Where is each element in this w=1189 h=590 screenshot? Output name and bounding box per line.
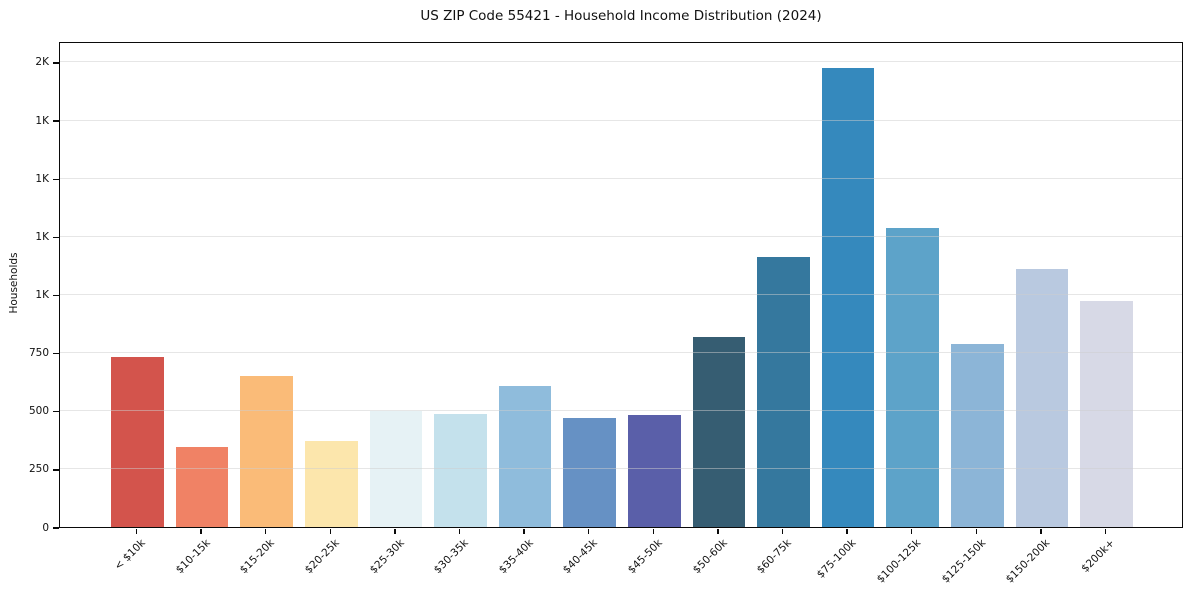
y-tick-label: 1K <box>35 230 49 243</box>
chart-title: US ZIP Code 55421 - Household Income Dis… <box>420 8 822 24</box>
bar <box>434 414 487 527</box>
gridline <box>60 177 1182 179</box>
y-tick-mark <box>53 236 59 238</box>
y-tick-label: 1K <box>35 288 49 301</box>
y-tick-label: 2K <box>35 56 49 69</box>
x-tick-label: $75-100k <box>814 537 859 581</box>
y-tick-label: 250 <box>28 463 49 476</box>
gridline <box>60 235 1182 237</box>
x-tick-label: $45-50k <box>625 537 665 577</box>
bar <box>1080 301 1133 527</box>
y-tick-mark <box>53 469 59 471</box>
x-tick-mark <box>1104 529 1107 534</box>
bar <box>304 440 358 527</box>
x-tick-label: $50-60k <box>690 537 730 577</box>
y-tick-label: 750 <box>28 347 49 360</box>
y-tick-mark <box>53 294 59 297</box>
x-tick-label: $125-150k <box>939 537 988 586</box>
x-tick-mark <box>717 529 719 534</box>
bar <box>692 337 746 527</box>
x-tick-label: < $10k <box>112 537 149 573</box>
y-tick-mark <box>53 178 59 180</box>
x-tick-label: $60-75k <box>754 537 794 577</box>
bar <box>627 415 681 527</box>
bar <box>175 446 229 527</box>
y-tick-mark <box>53 62 59 64</box>
x-tick-mark <box>652 529 654 534</box>
x-tick-mark <box>265 529 267 534</box>
bar <box>950 344 1004 527</box>
x-tick-label: $25-30k <box>367 537 407 577</box>
x-tick-label: $30-35k <box>431 537 472 577</box>
x-tick-mark <box>781 529 784 534</box>
bar <box>1015 268 1069 527</box>
gridline <box>60 468 1182 470</box>
bar <box>498 386 552 527</box>
y-tick-mark <box>53 120 59 122</box>
x-tick-mark <box>458 529 461 534</box>
y-tick-label: 1K <box>35 172 49 185</box>
gridline <box>60 352 1182 354</box>
y-tick-label: 0 <box>42 521 49 534</box>
x-tick-mark <box>911 529 913 534</box>
bar <box>563 417 617 527</box>
x-tick-label: $20-25k <box>302 537 342 577</box>
y-tick-mark <box>53 352 59 355</box>
plot-area <box>59 42 1183 528</box>
bar <box>821 67 875 527</box>
gridline <box>60 293 1182 295</box>
x-tick-label: $100-125k <box>874 537 924 586</box>
x-tick-label: $150-200k <box>1003 537 1053 586</box>
x-tick-label: $40-45k <box>561 537 601 577</box>
y-tick-label: 500 <box>28 405 49 418</box>
gridline <box>60 119 1182 121</box>
gridline <box>60 410 1182 412</box>
x-tick-mark <box>135 529 138 534</box>
x-tick-label: $15-20k <box>238 537 278 577</box>
bar <box>111 357 164 527</box>
x-tick-mark <box>846 529 848 534</box>
gridline <box>60 61 1182 63</box>
x-tick-mark <box>975 529 977 534</box>
x-tick-mark <box>1040 529 1042 534</box>
bar <box>886 228 939 527</box>
y-tick-label: 1K <box>35 114 49 127</box>
x-tick-mark <box>588 529 590 534</box>
x-tick-label: $35-40k <box>496 537 536 577</box>
y-tick-mark <box>53 527 59 529</box>
x-tick-mark <box>523 529 525 534</box>
y-tick-mark <box>53 411 59 413</box>
x-tick-mark <box>394 529 396 534</box>
bar <box>240 375 294 527</box>
x-tick-mark <box>329 529 331 534</box>
y-axis-label: Households <box>8 252 20 314</box>
x-tick-label: $10-15k <box>173 537 213 577</box>
bar <box>757 257 810 527</box>
x-tick-label: $200k+ <box>1079 537 1117 575</box>
x-tick-mark <box>200 529 202 534</box>
